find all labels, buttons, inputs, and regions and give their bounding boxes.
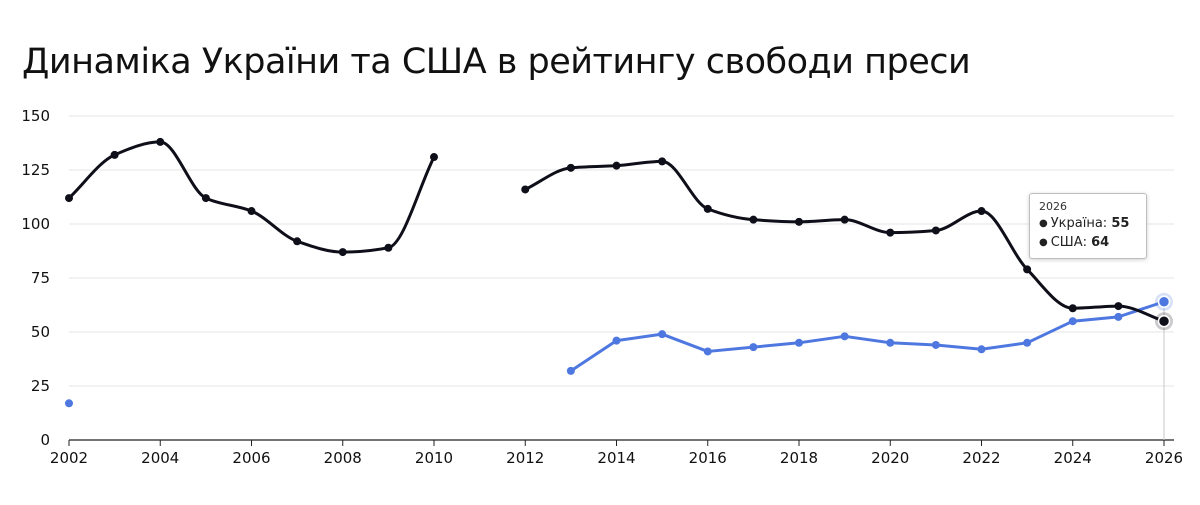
ukraine-data-point: [521, 185, 530, 194]
ukraine-series-line: [67, 140, 436, 254]
ukraine-data-point: [430, 153, 438, 162]
y-tick-label: 125: [21, 161, 50, 179]
usa-data-point: [931, 340, 940, 349]
usa-data-point: [749, 343, 758, 352]
ukraine-data-point: [977, 207, 986, 216]
usa-data-point: [612, 336, 621, 345]
ukraine-data-point: [658, 157, 667, 166]
y-tick-label: 150: [21, 107, 50, 125]
x-tick-label: 2022: [962, 449, 1000, 467]
usa-data-point: [658, 330, 667, 339]
usa-legend-dot: ●: [1039, 237, 1048, 248]
ukraine-data-point: [1068, 304, 1077, 313]
ukraine-data-point: [749, 215, 758, 224]
usa-data-point: [703, 347, 712, 356]
ukraine-data-point: [293, 237, 302, 246]
tooltip-row-ukraine: ● Україна: 55: [1039, 214, 1137, 233]
usa-data-point: [65, 399, 73, 408]
x-tick-label: 2024: [1054, 449, 1092, 467]
x-tick-label: 2008: [324, 449, 362, 467]
ukraine-legend-dot: ●: [1039, 218, 1048, 229]
x-tick-label: 2014: [597, 449, 635, 467]
ukraine-data-point: [840, 215, 849, 224]
x-tick-label: 2026: [1145, 449, 1183, 467]
tooltip-value-usa: 64: [1091, 235, 1110, 250]
x-tick-label: 2002: [50, 449, 88, 467]
tooltip-value-ukraine: 55: [1111, 216, 1130, 231]
ukraine-data-point: [110, 150, 119, 159]
ukraine-data-point: [1023, 265, 1032, 274]
ukraine-data-point: [1114, 302, 1123, 311]
usa-data-point: [1023, 338, 1032, 347]
x-tick-label: 2016: [689, 449, 727, 467]
ukraine-data-point: [931, 226, 940, 235]
ukraine-data-point: [65, 194, 73, 203]
ukraine-data-point: [886, 228, 895, 237]
tooltip-label-ukraine: Україна:: [1050, 216, 1108, 231]
x-tick-label: 2010: [415, 449, 453, 467]
usa-series-line: [569, 300, 1166, 373]
tooltip-row-usa: ● США: 64: [1039, 233, 1137, 252]
ukraine-data-point: [384, 243, 393, 252]
usa-data-point: [1157, 295, 1171, 309]
y-tick-label: 0: [40, 431, 50, 449]
usa-data-point: [977, 345, 986, 354]
tooltip: 2026 ● Україна: 55 ● США: 64: [1029, 193, 1147, 259]
ukraine-data-point: [703, 204, 712, 213]
usa-data-point: [1114, 312, 1123, 321]
x-tick-label: 2018: [780, 449, 818, 467]
usa-data-point: [840, 332, 849, 341]
usa-data-point: [566, 366, 575, 375]
ukraine-data-point: [338, 248, 347, 257]
ukraine-data-point: [247, 207, 256, 216]
x-tick-label: 2012: [506, 449, 544, 467]
ukraine-data-point: [156, 137, 165, 146]
x-tick-label: 2020: [871, 449, 909, 467]
y-tick-label: 25: [31, 377, 50, 395]
ukraine-data-point: [795, 217, 803, 226]
y-tick-label: 100: [21, 215, 50, 233]
tooltip-year: 2026: [1039, 200, 1067, 213]
usa-data-point: [795, 338, 803, 347]
x-tick-label: 2006: [232, 449, 270, 467]
ukraine-data-point: [1157, 314, 1171, 328]
ukraine-data-point: [201, 194, 210, 203]
chart-title: Динаміка України та США в рейтингу свобо…: [22, 42, 971, 82]
usa-data-point: [1068, 317, 1077, 326]
ukraine-data-point: [612, 161, 621, 170]
y-tick-label: 75: [31, 269, 50, 287]
y-tick-label: 50: [31, 323, 50, 341]
ukraine-data-point: [566, 163, 575, 172]
x-tick-label: 2004: [141, 449, 179, 467]
tooltip-label-usa: США:: [1050, 235, 1087, 250]
usa-data-point: [886, 338, 895, 347]
